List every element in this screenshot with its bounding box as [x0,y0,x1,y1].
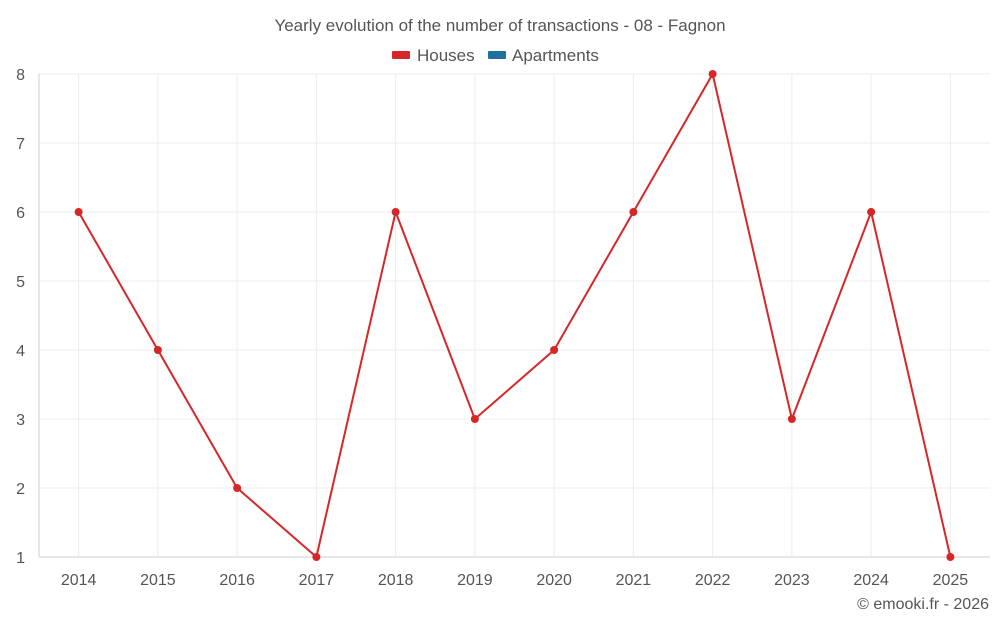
x-tick-label: 2021 [616,572,652,589]
y-tick-label: 4 [16,343,25,360]
x-tick-label: 2020 [536,572,572,589]
x-tick-label: 2018 [378,572,414,589]
legend-item-apartments[interactable]: Apartments [488,46,599,65]
y-tick-label: 5 [16,274,25,291]
data-point[interactable] [787,415,796,423]
x-tick-label: 2023 [774,572,810,589]
y-axis-ticks: 1 2 3 4 5 6 7 8 [16,67,25,567]
series-line-houses [77,73,952,558]
data-point[interactable] [153,346,162,354]
legend-swatch-apartments [488,51,506,59]
legend-item-houses[interactable]: Houses [392,46,475,65]
gridlines [39,73,990,557]
x-tick-label: 2019 [457,572,493,589]
data-point[interactable] [867,208,876,216]
data-point[interactable] [629,208,638,216]
data-point[interactable] [74,208,83,216]
y-tick-label: 8 [16,67,25,84]
y-tick-label: 7 [16,136,25,153]
x-axis-ticks: 2014 2015 2016 2017 2018 2019 2020 2021 2022 2023… [61,572,968,589]
axes [38,74,990,558]
data-point[interactable] [233,484,242,492]
x-tick-label: 2024 [853,572,889,589]
series-houses [74,70,955,561]
credit-text: © emooki.fr - 2026 [857,596,989,613]
data-point[interactable] [708,70,717,78]
chart-title: Yearly evolution of the number of transa… [274,16,725,35]
data-point[interactable] [312,553,321,561]
legend-label-houses: Houses [417,46,475,65]
x-tick-label: 2014 [61,572,97,589]
x-tick-label: 2022 [695,572,731,589]
data-point[interactable] [470,415,479,423]
y-tick-label: 6 [16,205,25,222]
y-tick-label: 3 [16,412,25,429]
legend-swatch-houses [392,51,410,59]
data-point[interactable] [391,208,400,216]
x-tick-label: 2015 [140,572,176,589]
y-tick-label: 2 [16,481,25,498]
legend: Houses Apartments [392,46,599,65]
x-tick-label: 2016 [219,572,255,589]
y-tick-label: 1 [16,550,25,567]
data-point[interactable] [946,553,955,561]
legend-label-apartments: Apartments [512,46,599,65]
x-tick-label: 2017 [299,572,335,589]
x-tick-label: 2025 [933,572,969,589]
data-point[interactable] [550,346,559,354]
